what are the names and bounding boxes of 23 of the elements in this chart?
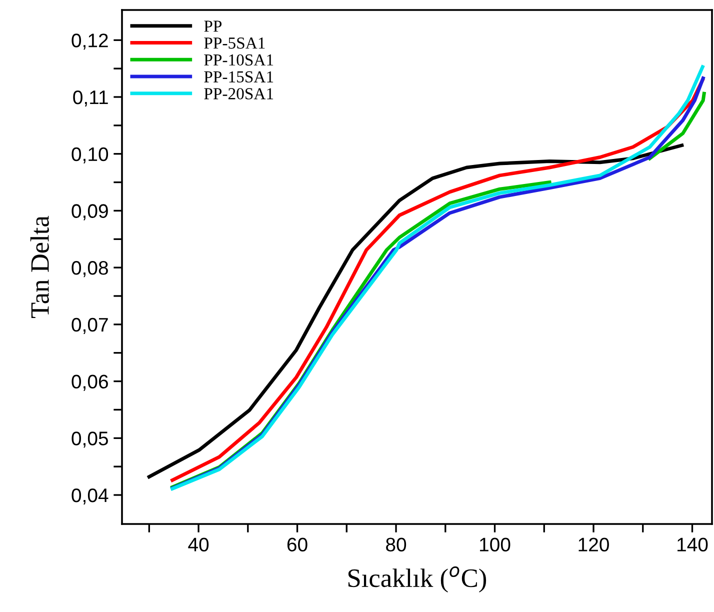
x-tick-label: 100 bbox=[480, 538, 510, 552]
y-tick-label: 0,06 bbox=[72, 374, 108, 391]
x-tick-label: 60 bbox=[287, 538, 308, 552]
y-tick-label: 0,11 bbox=[73, 90, 108, 107]
x-tick-label: 40 bbox=[188, 538, 209, 552]
y-tick-label: 0,08 bbox=[72, 261, 108, 278]
x-tick-label: 80 bbox=[386, 538, 406, 552]
y-tick-label: 0,12 bbox=[72, 34, 108, 50]
legend-label: PP-20SA1 bbox=[204, 88, 274, 100]
legend-label: PP-10SA1 bbox=[204, 54, 274, 66]
x-axis-title: Sıcaklık ($^{o}$C) bbox=[348, 566, 486, 592]
y-tick-label: 0,04 bbox=[72, 488, 108, 505]
y-tick-label: 0,05 bbox=[72, 432, 108, 448]
line-series bbox=[147, 144, 684, 479]
legend-label: PP bbox=[204, 20, 222, 32]
y-tick-label: 0,10 bbox=[72, 147, 108, 164]
y-tick-label: 0,09 bbox=[72, 204, 108, 220]
y-tick-label: 0,07 bbox=[72, 318, 108, 334]
legend-label: PP-15SA1 bbox=[204, 71, 274, 82]
legend-label: PP-5SA1 bbox=[204, 38, 265, 49]
x-tick-label: 140 bbox=[678, 538, 708, 552]
x-tick-label: 120 bbox=[578, 538, 609, 552]
y-axis-title: Tan Delta bbox=[30, 216, 49, 318]
